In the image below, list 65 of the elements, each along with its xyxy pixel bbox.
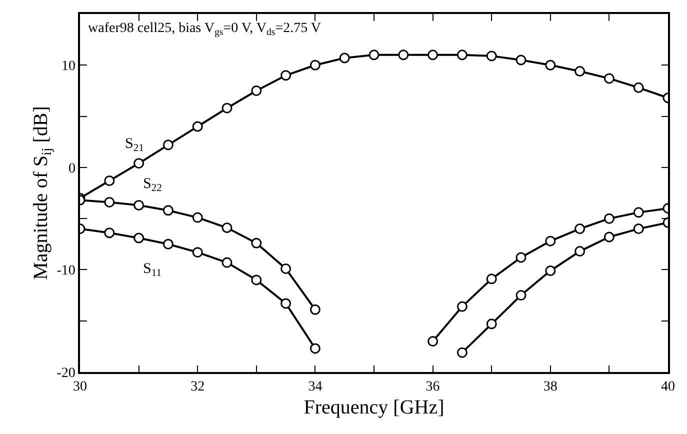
series-label: S$_{21}$ bbox=[125, 136, 144, 154]
point bbox=[486, 318, 497, 330]
series-label: S$_{22}$ bbox=[143, 176, 162, 194]
point bbox=[104, 228, 115, 238]
point bbox=[456, 347, 468, 358]
point bbox=[486, 50, 497, 62]
point bbox=[222, 257, 232, 268]
point bbox=[604, 232, 614, 242]
point bbox=[428, 336, 438, 347]
point bbox=[251, 85, 262, 96]
y-tick-label: -20 bbox=[56, 366, 76, 381]
point bbox=[516, 252, 526, 263]
point bbox=[192, 121, 203, 132]
series-label: S$_{11}$ bbox=[143, 261, 162, 280]
point bbox=[251, 274, 262, 286]
point bbox=[310, 343, 320, 354]
y-tick-label: -10 bbox=[56, 264, 76, 279]
point bbox=[222, 222, 232, 234]
x-tick-label: 36 bbox=[426, 380, 440, 395]
point bbox=[192, 212, 203, 223]
point bbox=[339, 52, 350, 64]
point bbox=[428, 50, 438, 60]
point bbox=[192, 247, 203, 258]
point bbox=[398, 50, 409, 60]
annotation: wafer98 cell25, bias V$_{gs}$=0 V, V$_{ds}$=2.75 V bbox=[88, 21, 321, 38]
point bbox=[162, 205, 174, 216]
point bbox=[456, 301, 468, 312]
x-tick-label: 30 bbox=[73, 380, 87, 395]
point bbox=[134, 158, 144, 169]
x-axis-title: Frequency [GHz] bbox=[304, 396, 444, 419]
y-tick-label: 0 bbox=[68, 161, 76, 176]
x-tick-label: 34 bbox=[308, 380, 322, 395]
point bbox=[633, 82, 644, 93]
point bbox=[516, 290, 526, 301]
point bbox=[162, 140, 174, 150]
point bbox=[545, 60, 556, 70]
point bbox=[604, 73, 614, 84]
point bbox=[456, 50, 468, 60]
point bbox=[516, 54, 526, 66]
point bbox=[310, 304, 320, 315]
point bbox=[486, 274, 497, 284]
point bbox=[545, 265, 556, 276]
point bbox=[574, 66, 586, 77]
point bbox=[633, 207, 644, 218]
x-tick-label: 40 bbox=[661, 380, 675, 395]
x-tick-label: 38 bbox=[543, 380, 558, 395]
y-tick-label: 10 bbox=[61, 59, 76, 74]
point bbox=[633, 224, 644, 234]
point bbox=[604, 213, 614, 224]
point bbox=[280, 298, 292, 309]
point bbox=[368, 50, 380, 60]
point bbox=[134, 200, 144, 211]
x-tick-label: 32 bbox=[190, 380, 205, 395]
point bbox=[222, 102, 232, 114]
point bbox=[104, 175, 115, 186]
point bbox=[310, 60, 320, 70]
point bbox=[574, 224, 586, 234]
point bbox=[545, 236, 556, 246]
point bbox=[162, 238, 174, 250]
point bbox=[104, 196, 115, 208]
point bbox=[134, 232, 144, 244]
point bbox=[280, 263, 292, 274]
point bbox=[280, 70, 292, 81]
point bbox=[251, 238, 262, 248]
point bbox=[574, 246, 586, 257]
